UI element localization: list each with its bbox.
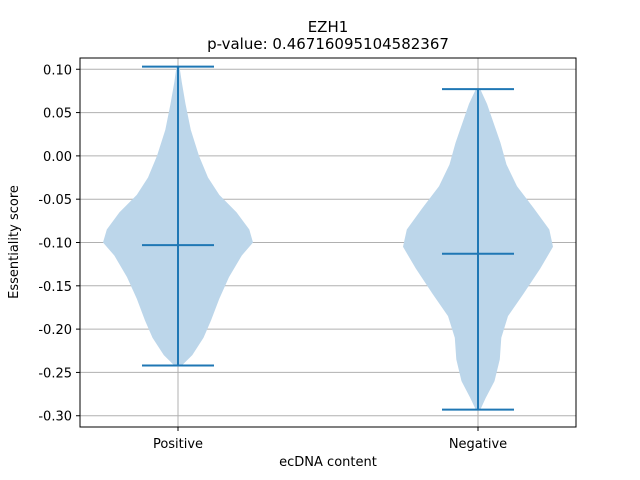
- y-tick-label: -0.20: [38, 323, 72, 338]
- chart-title: EZH1: [308, 18, 349, 36]
- plot-frame: [79, 57, 577, 428]
- x-axis-label: ecDNA content: [279, 455, 377, 470]
- x-tick-label: Negative: [449, 437, 507, 452]
- y-tick-label: -0.05: [38, 193, 72, 208]
- violin-layer: [103, 65, 553, 411]
- y-tick-label: 0.05: [43, 107, 72, 122]
- y-tick-label: -0.25: [38, 366, 72, 381]
- y-tick-label: -0.15: [38, 280, 72, 295]
- y-axis-label: Essentiality score: [7, 185, 22, 299]
- y-tick-label: -0.30: [38, 410, 72, 425]
- x-tick-label: Positive: [153, 437, 203, 452]
- tick-layer: 0.10 0.05 0.00 -0.05 -0.10 -0.15 -0.20 -0.25 -0.…: [38, 63, 507, 452]
- y-tick-label: 0.00: [43, 150, 72, 165]
- y-tick-label: -0.10: [38, 237, 72, 252]
- y-tick-label: 0.10: [43, 63, 72, 78]
- chart-subtitle: p-value: 0.46716095104582367: [207, 35, 449, 53]
